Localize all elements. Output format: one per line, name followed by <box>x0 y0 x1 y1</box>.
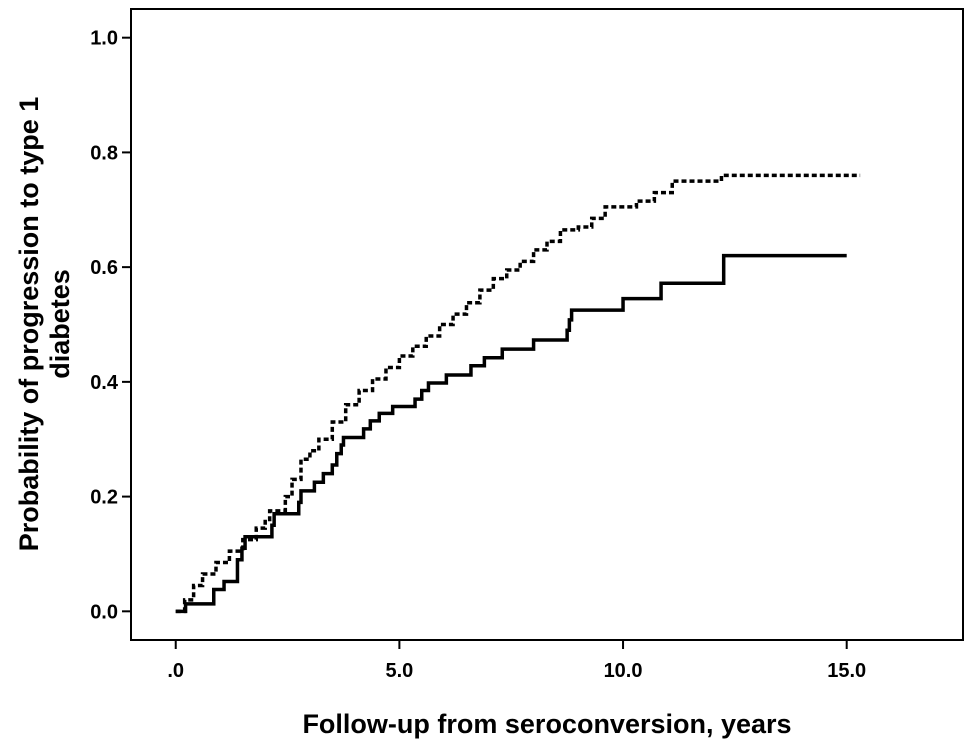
y-tick-label: 0.4 <box>90 372 119 394</box>
x-tick-label: .0 <box>167 660 184 682</box>
x-axis-title: Follow-up from seroconversion, years <box>302 709 791 739</box>
y-tick-label: 0.8 <box>90 142 118 164</box>
y-axis-title-line-1: Probability of progression to type 1 <box>14 97 44 552</box>
solid-series-line <box>175 253 847 614</box>
x-tick-label: 10.0 <box>604 660 643 682</box>
y-tick-label: 1.0 <box>90 28 118 50</box>
y-axis-title-line-2: diabetes <box>45 269 75 379</box>
y-tick-label: 0.2 <box>90 487 118 509</box>
x-tick-label: 5.0 <box>385 660 413 682</box>
series-layer <box>175 173 861 614</box>
plot-frame <box>130 8 964 641</box>
y-tick-label: 0.6 <box>90 257 118 279</box>
dotted-series-line <box>175 173 861 614</box>
x-axis-ticks: .0 5.0 10.0 15.0 <box>167 640 866 682</box>
y-axis-ticks: 0.0 0.2 0.4 0.6 0.8 1.0 <box>90 28 131 623</box>
y-tick-label: 0.0 <box>90 601 118 623</box>
x-tick-label: 15.0 <box>827 660 866 682</box>
